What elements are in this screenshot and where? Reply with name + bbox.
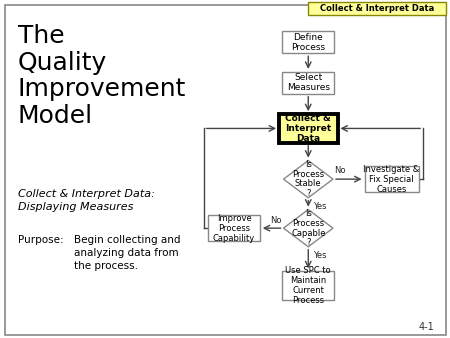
Text: No: No [270, 216, 281, 225]
Text: Collect & Interpret Data:
Displaying Measures: Collect & Interpret Data: Displaying Mea… [18, 189, 155, 212]
Text: Use SPC to
Maintain
Current
Process: Use SPC to Maintain Current Process [285, 266, 331, 305]
Text: Purpose:: Purpose: [18, 235, 63, 245]
Text: Yes: Yes [313, 251, 326, 260]
FancyBboxPatch shape [4, 5, 446, 335]
FancyBboxPatch shape [283, 72, 334, 94]
FancyBboxPatch shape [308, 2, 446, 15]
Polygon shape [284, 210, 333, 247]
FancyBboxPatch shape [364, 167, 418, 192]
FancyBboxPatch shape [283, 31, 334, 53]
Text: Define
Process: Define Process [291, 33, 325, 52]
Text: Select
Measures: Select Measures [287, 73, 330, 92]
Text: No: No [334, 166, 346, 175]
Text: Improve
Process
Capability: Improve Process Capability [213, 214, 255, 243]
Text: Is
Process
Capable
?: Is Process Capable ? [291, 209, 325, 247]
Text: Collect &
Interpret
Data: Collect & Interpret Data [285, 114, 331, 143]
Text: Is
Process
Stable
?: Is Process Stable ? [292, 160, 324, 198]
FancyBboxPatch shape [208, 216, 260, 241]
Text: Begin collecting and
analyzing data from
the process.: Begin collecting and analyzing data from… [74, 235, 181, 270]
Text: Collect & Interpret Data: Collect & Interpret Data [320, 4, 434, 13]
Text: Investigate &
Fix Special
Causes: Investigate & Fix Special Causes [364, 165, 419, 194]
Text: Yes: Yes [313, 202, 326, 211]
FancyBboxPatch shape [279, 114, 338, 143]
Polygon shape [284, 161, 333, 198]
FancyBboxPatch shape [283, 271, 334, 300]
Text: 4-1: 4-1 [418, 322, 434, 332]
Text: The
Quality
Improvement
Model: The Quality Improvement Model [18, 24, 186, 128]
